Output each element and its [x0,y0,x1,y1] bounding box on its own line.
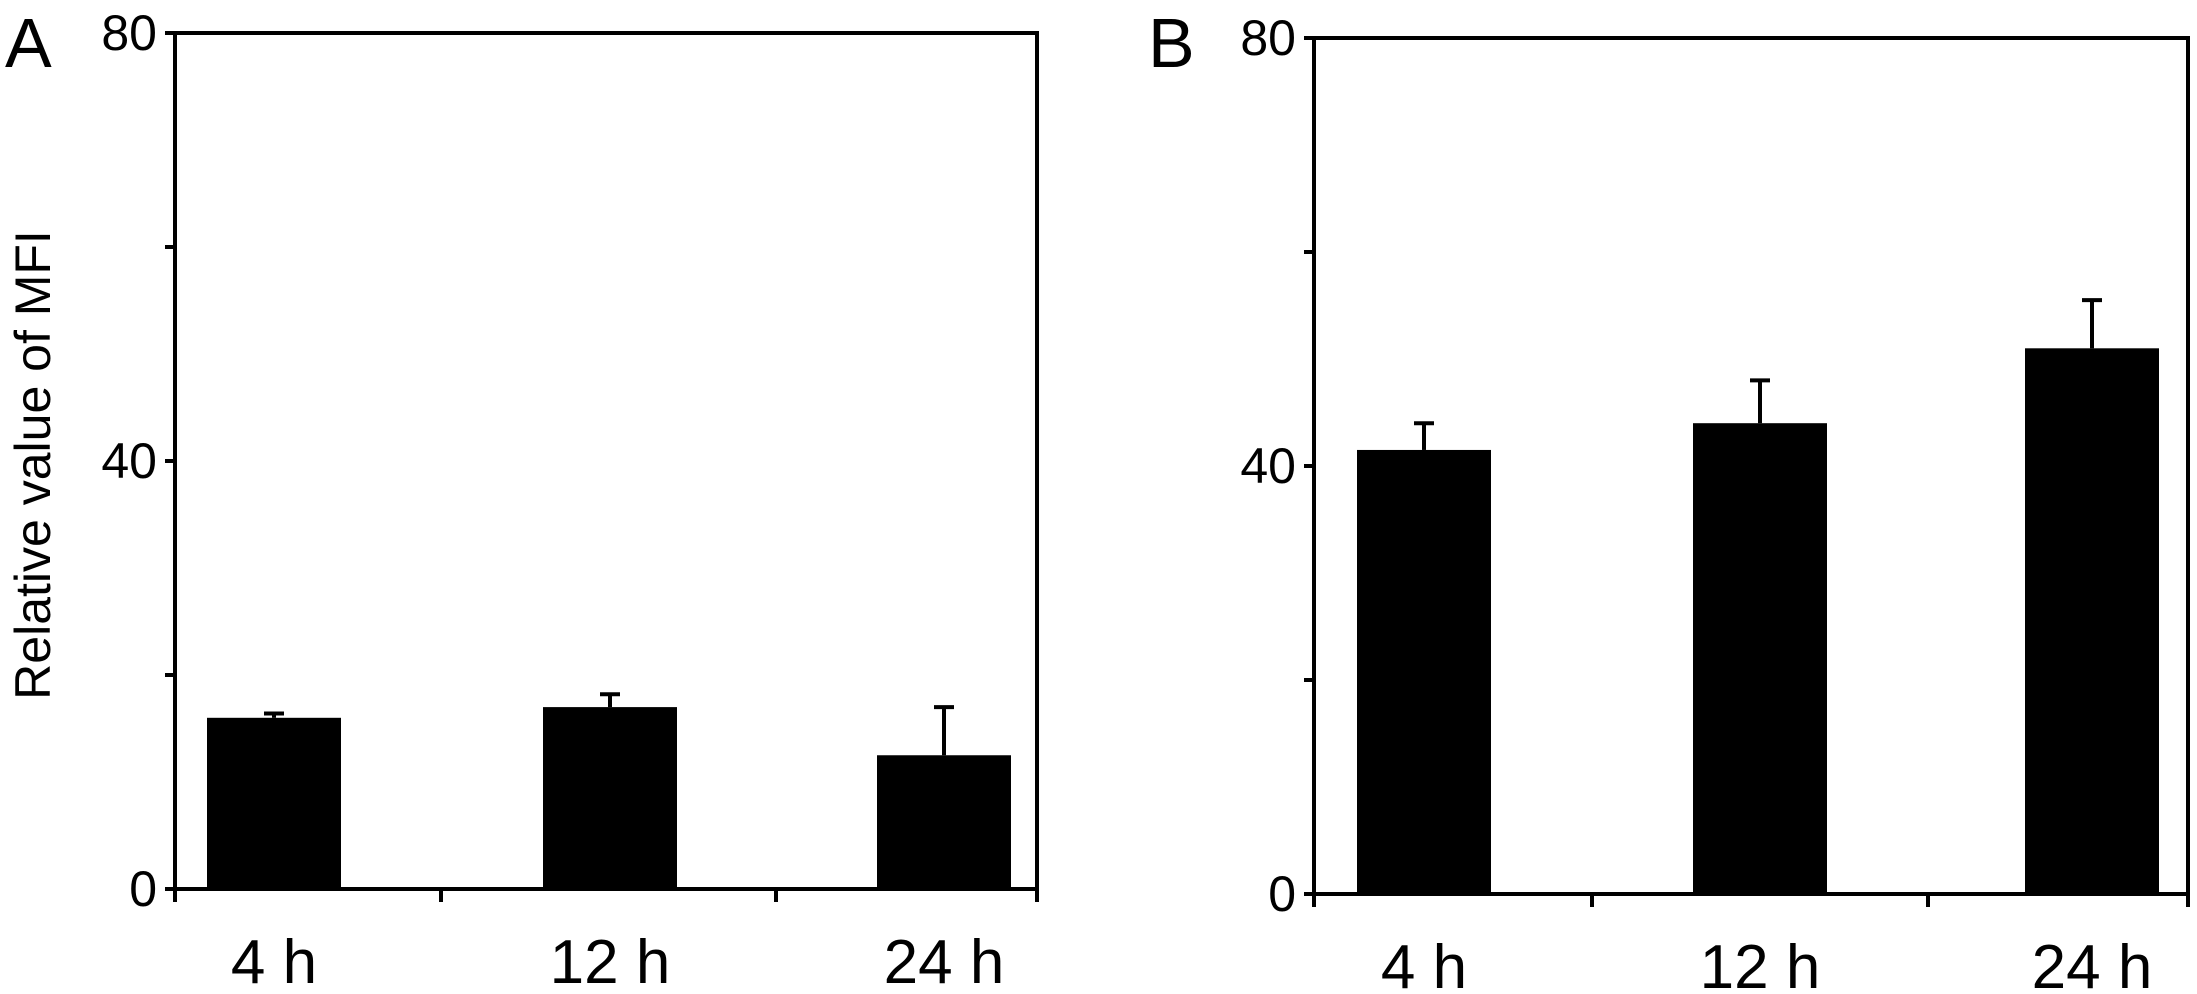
panel-b-y-axis: 0 40 80 [1240,10,1314,922]
panel-a-bars [207,692,1011,889]
x-tick-label: 12 h [550,928,671,994]
x-tick-label: 24 h [884,928,1005,994]
panel-b-x-axis: 4 h 12 h 24 h [1312,894,2190,994]
panel-a-y-axis-label: Relative value of MFI [5,230,61,700]
y-tick-label: 0 [1268,866,1296,922]
panel-b: B 0 40 80 4 h 12 h 24 h [1148,4,2190,994]
panel-b-letter: B [1148,4,1195,82]
y-tick-label: 0 [129,861,157,917]
x-tick-label: 12 h [1700,933,1821,994]
bar-12h [1693,423,1827,894]
y-tick-label: 40 [1240,438,1296,494]
y-tick-label: 80 [1240,10,1296,66]
panel-a-letter: A [5,4,52,82]
bar-24h [877,755,1011,889]
panel-a: A Relative value of MFI 0 40 80 4 h 12 h 24 … [5,4,1039,994]
y-tick-label: 80 [101,5,157,61]
panel-a-x-axis: 4 h 12 h 24 h [173,889,1039,994]
x-tick-label: 24 h [2032,933,2153,994]
panel-b-bars [1357,298,2159,894]
y-tick-label: 40 [101,433,157,489]
x-tick-label: 4 h [1381,933,1467,994]
bar-4h [1357,449,1491,894]
panel-a-y-axis: 0 40 80 [101,5,175,917]
x-tick-label: 4 h [231,928,317,994]
bar-24h [2025,348,2159,894]
bar-4h [207,717,341,889]
bar-12h [543,707,677,889]
